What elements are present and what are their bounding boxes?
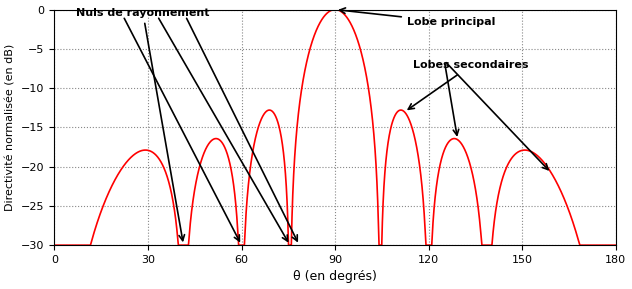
X-axis label: θ (en degrés): θ (en degrés) [293,271,377,284]
Text: Lobe principal: Lobe principal [340,8,495,27]
Text: Lobes secondaires: Lobes secondaires [408,60,528,109]
Text: Nuls de rayonnement: Nuls de rayonnement [76,8,210,241]
Y-axis label: Directivité normalisée (en dB): Directivité normalisée (en dB) [6,44,16,211]
